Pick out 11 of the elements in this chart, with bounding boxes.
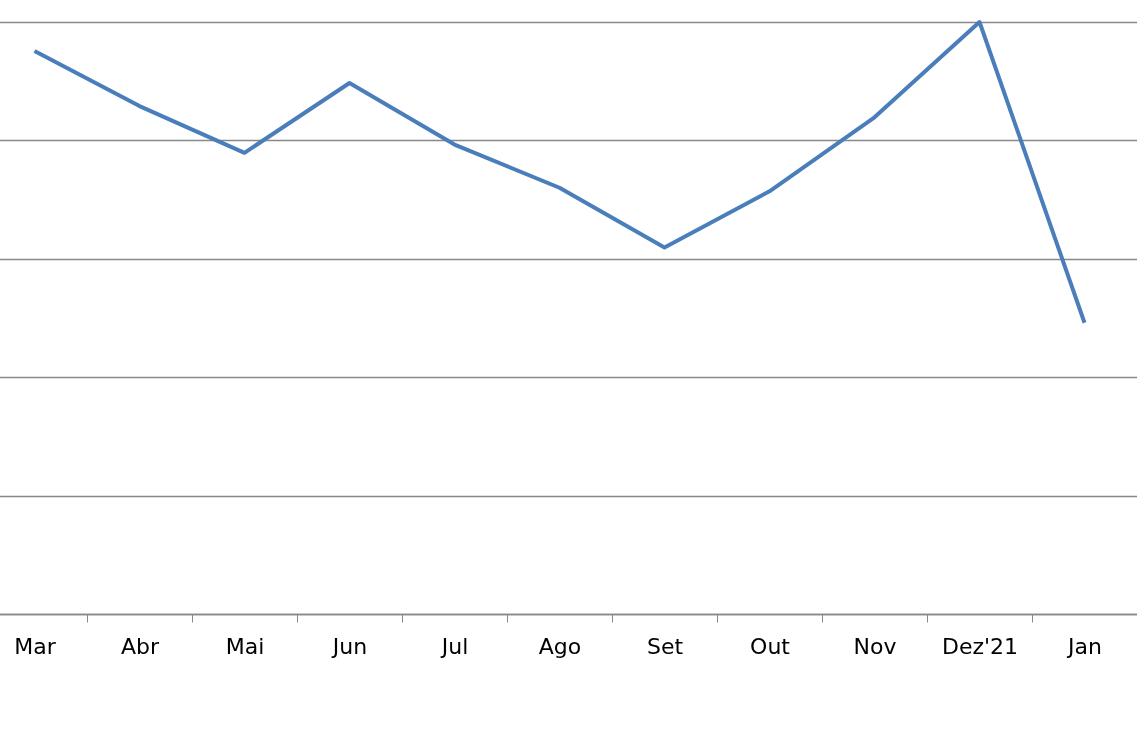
x-tick-label: Jul [439, 633, 469, 659]
x-tick-label: Mai [225, 633, 265, 659]
x-tick-label: Jun [330, 633, 368, 659]
x-tick-label: Nov [853, 633, 897, 659]
x-tick-label: Mar [14, 633, 57, 659]
x-tick-label: Out [750, 633, 791, 659]
x-tick-label: Set [646, 633, 684, 659]
x-tick-label: Dez'21 [941, 633, 1019, 659]
x-tick-label: Ago [538, 633, 582, 659]
x-tick-label: Abr [120, 633, 160, 659]
x-tick-label: Jan [1066, 633, 1102, 659]
